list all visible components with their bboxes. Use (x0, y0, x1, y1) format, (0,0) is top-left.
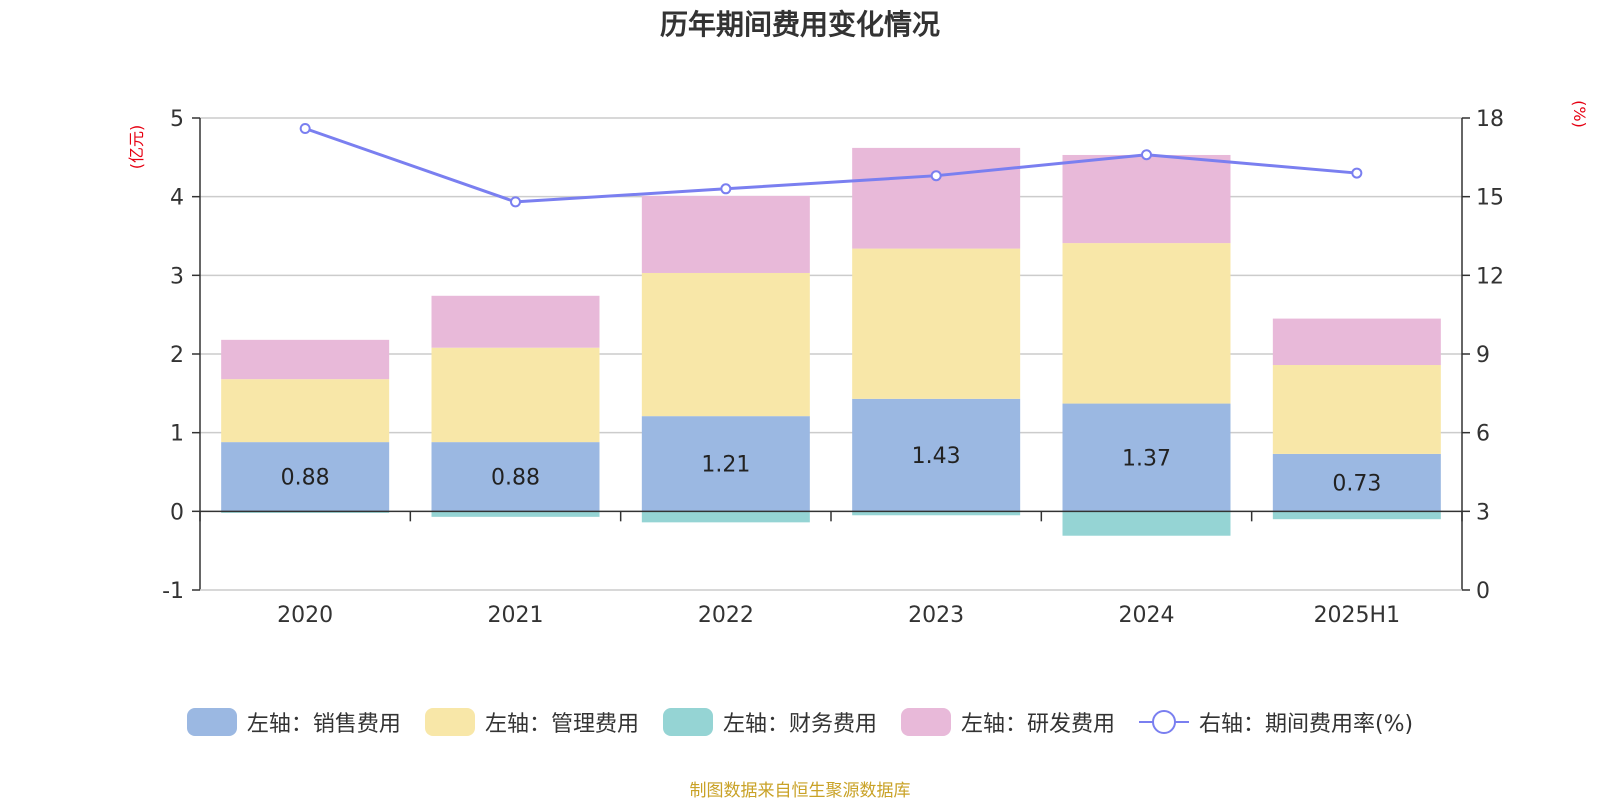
bar-value-label: 0.88 (281, 466, 330, 491)
left-axis-tick-label: 4 (170, 186, 184, 211)
rate-point (720, 183, 732, 195)
bar-segment (431, 511, 600, 517)
x-axis-tick-label: 2025H1 (1314, 603, 1401, 628)
right-axis-tick-label: 6 (1476, 422, 1490, 447)
legend-item-sales[interactable]: 左轴：销售费用 (186, 706, 401, 738)
bar-value-label: 0.88 (491, 466, 540, 491)
bar-segment (221, 442, 390, 512)
legend-item-rd[interactable]: 左轴：研发费用 (900, 706, 1115, 738)
bar-segment (221, 379, 390, 443)
bar-segment (1272, 365, 1441, 454)
bar-segment (852, 511, 1021, 516)
legend: 左轴：销售费用 左轴：管理费用 左轴：财务费用 左轴：研发费用 右轴：期间费用率… (0, 702, 1600, 742)
right-axis-tick-label: 9 (1476, 343, 1490, 368)
right-axis-tick-label: 12 (1476, 264, 1504, 289)
bar-segment (221, 339, 390, 380)
left-axis-tick-label: 3 (170, 264, 184, 289)
bar-segment (1062, 154, 1231, 244)
legend-swatch-rd (900, 708, 951, 736)
x-axis-tick-label: 2020 (277, 603, 333, 628)
bar-segment (431, 347, 600, 443)
legend-label-sales: 左轴：销售费用 (246, 712, 401, 737)
bar-segment (1062, 243, 1231, 404)
legend-swatch-admin (424, 708, 475, 736)
legend-item-admin[interactable]: 左轴：管理费用 (424, 706, 639, 738)
x-axis-tick-label: 2024 (1119, 603, 1175, 628)
legend-label-rate: 右轴：期间费用率(%) (1198, 712, 1414, 737)
data-source-note: 制图数据来自恒生聚源数据库 (689, 781, 911, 801)
grid (200, 117, 1462, 434)
bar-segment (852, 248, 1021, 399)
bar-segment (641, 195, 810, 273)
bar-segment (1062, 511, 1231, 536)
legend-label-admin: 左轴：管理费用 (484, 712, 639, 737)
bar-segment (431, 295, 600, 348)
rate-point (510, 196, 521, 208)
right-axis-tick-label: 18 (1476, 107, 1504, 132)
legend-swatch-sales (186, 708, 237, 736)
left-axis-tick-label: 1 (170, 422, 184, 447)
left-axis-unit: (亿元) (127, 125, 146, 170)
data-labels: 0.88 0.88 1.21 1.43 1.37 0.73 (281, 444, 1382, 497)
bars (221, 147, 1441, 536)
right-axis-tick-label: 15 (1476, 186, 1504, 211)
bar-segment (221, 511, 390, 513)
expense-rate-line (299, 122, 1363, 208)
bar-value-label: 1.21 (701, 453, 750, 478)
bar-segment (852, 147, 1021, 249)
bar-segment (1272, 511, 1441, 520)
bar-segment (1272, 318, 1441, 366)
bar-segment (1062, 403, 1231, 512)
x-axis-tick-label: 2022 (698, 603, 754, 628)
rate-line (304, 127, 1357, 204)
right-axis-unit: (%) (1570, 100, 1589, 128)
legend-swatch-finance (662, 708, 713, 736)
right-axis-tick-label: 3 (1476, 500, 1490, 525)
left-axis-tick-label: 5 (170, 107, 184, 132)
left-axis-tick-label: 0 (170, 500, 184, 525)
left-axis-tick-label: -1 (162, 579, 184, 604)
axes: 5 4 3 2 1 0 -1 18 15 12 9 6 3 0 2020 2021 2022 2023 2024 20… (162, 107, 1504, 628)
rate-point (1351, 167, 1363, 179)
bar-segment (1272, 453, 1441, 512)
legend-label-finance: 左轴：财务费用 (722, 712, 877, 737)
legend-item-rate[interactable]: 右轴：期间费用率(%) (1138, 706, 1414, 738)
bar-value-label: 0.73 (1332, 472, 1381, 497)
bar-segment (641, 511, 810, 523)
bar-segment (641, 272, 810, 417)
legend-item-finance[interactable]: 左轴：财务费用 (662, 706, 877, 738)
bar-value-label: 1.37 (1122, 446, 1171, 471)
rate-point (930, 170, 942, 182)
x-axis-tick-label: 2023 (908, 603, 964, 628)
legend-label-rd: 左轴：研发费用 (960, 712, 1115, 737)
left-axis-tick-label: 2 (170, 343, 184, 368)
rate-point (1141, 149, 1152, 161)
bar-segment (431, 442, 600, 512)
rate-point (299, 122, 311, 134)
chart-title: 历年期间费用变化情况 (660, 8, 940, 41)
bar-value-label: 1.43 (912, 444, 961, 469)
right-axis-tick-label: 0 (1476, 579, 1490, 604)
bar-segment (852, 398, 1021, 512)
legend-swatch-rate (1138, 708, 1189, 736)
bar-segment (641, 416, 810, 512)
x-axis-tick-label: 2021 (488, 603, 544, 628)
